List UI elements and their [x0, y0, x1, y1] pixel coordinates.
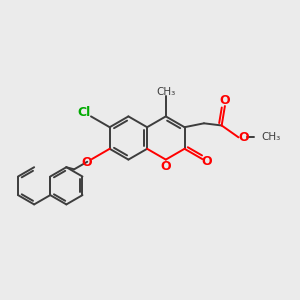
Text: O: O [220, 94, 230, 107]
Text: O: O [202, 155, 212, 168]
Text: CH₃: CH₃ [262, 132, 281, 142]
Text: CH₃: CH₃ [156, 87, 176, 97]
Text: Cl: Cl [78, 106, 91, 119]
Text: O: O [160, 160, 171, 173]
Text: O: O [81, 156, 92, 169]
Text: O: O [238, 131, 249, 144]
